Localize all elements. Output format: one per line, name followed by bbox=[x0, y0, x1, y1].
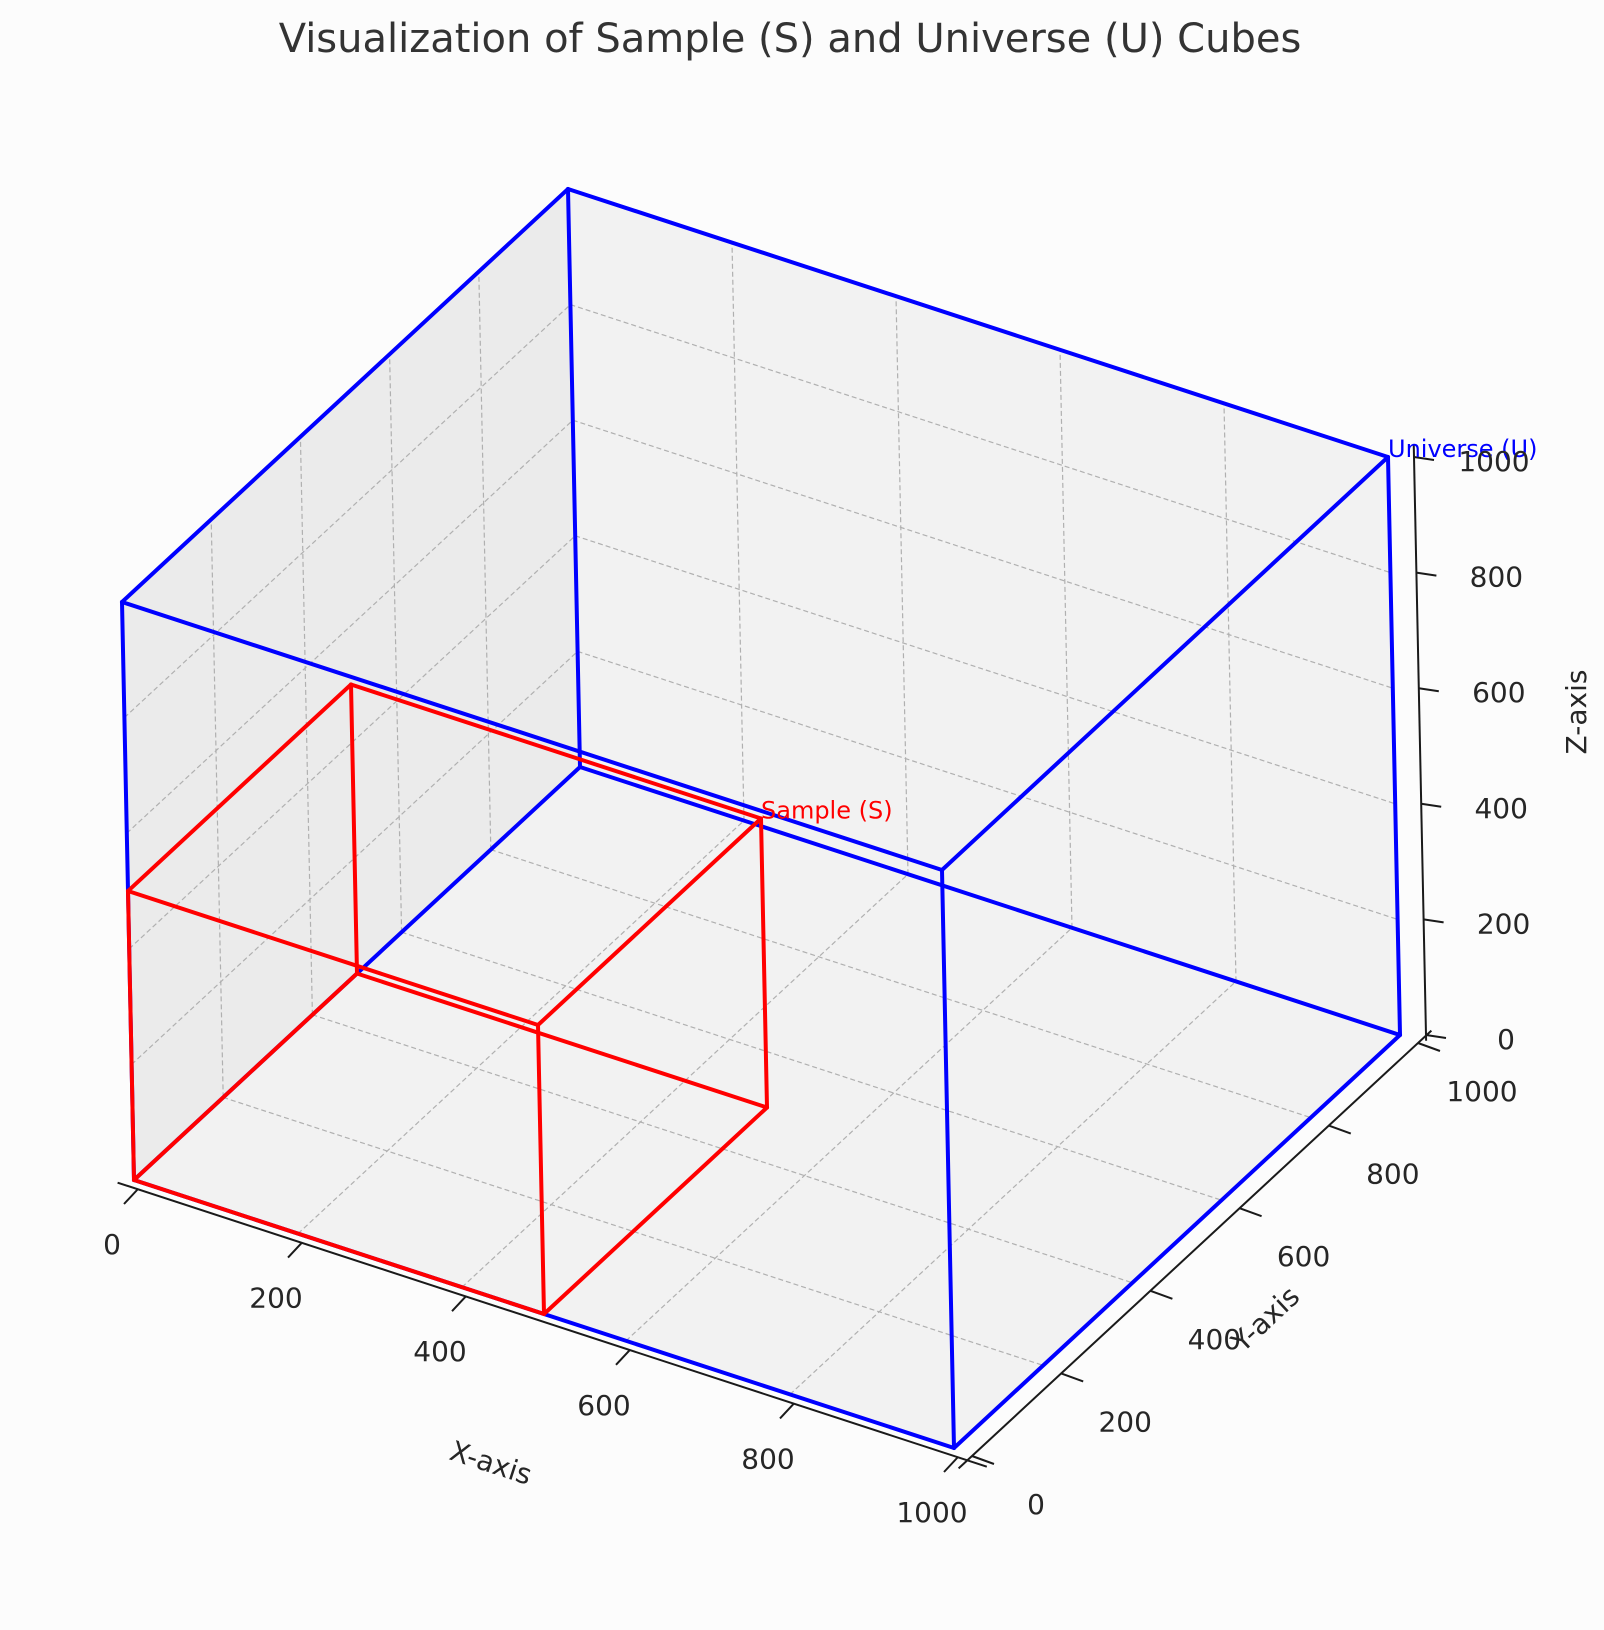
grid-line-z bbox=[128, 535, 576, 950]
universe-cube-edge bbox=[940, 455, 1390, 872]
sample-cube-edge bbox=[355, 971, 769, 1110]
z-tick-label: 600 bbox=[1472, 676, 1525, 709]
axis-lines bbox=[117, 445, 1447, 1473]
universe-cube-edge bbox=[1386, 455, 1402, 1037]
y-tick-label: 800 bbox=[1366, 1158, 1419, 1191]
sample-cube-edge bbox=[759, 816, 769, 1110]
y-axis-line bbox=[957, 1029, 1433, 1470]
x-axis-label: X-axis bbox=[446, 1434, 536, 1491]
x-tick-mark bbox=[451, 1295, 467, 1312]
x-tick-label: 600 bbox=[577, 1389, 630, 1422]
y-tick-mark bbox=[1328, 1124, 1352, 1135]
z-tick-mark bbox=[1425, 1034, 1447, 1039]
x-tick-label: 0 bbox=[103, 1228, 121, 1261]
universe-cube-edge bbox=[566, 187, 582, 769]
grid-line-x bbox=[731, 242, 745, 821]
sample-cube-edge bbox=[536, 816, 763, 1027]
x-axis-line bbox=[117, 1181, 988, 1468]
universe-cube-edge bbox=[120, 187, 570, 604]
universe-cube-edge bbox=[940, 868, 956, 1450]
x-tick-label: 800 bbox=[741, 1442, 794, 1475]
z-axis-line bbox=[1412, 445, 1428, 1041]
grid-line-z bbox=[123, 304, 571, 719]
cube-wireframes: Universe (U) Sample (S) bbox=[120, 187, 1537, 1450]
sample-cube-edge bbox=[126, 682, 353, 893]
x-tick-mark bbox=[943, 1456, 959, 1473]
grid-line-z bbox=[126, 419, 574, 834]
z-axis-label: Z-axis bbox=[1560, 670, 1593, 755]
sample-cube-edge bbox=[132, 1178, 546, 1316]
z-tick-mark bbox=[1421, 802, 1442, 808]
y-tick-mark bbox=[1239, 1207, 1262, 1218]
universe-cube-edge bbox=[952, 1033, 1402, 1450]
grid-line-x bbox=[789, 980, 1237, 1395]
x-tick-mark bbox=[779, 1402, 795, 1420]
x-tick-mark bbox=[123, 1188, 139, 1205]
y-tick-label: 1000 bbox=[1446, 1075, 1517, 1108]
sample-cube-edge bbox=[126, 889, 540, 1027]
z-tick-mark bbox=[1413, 456, 1435, 461]
y-tick-mark bbox=[971, 1455, 995, 1465]
universe-cube-edge bbox=[566, 187, 1390, 459]
y-tick-label: 0 bbox=[1027, 1488, 1045, 1521]
sample-cube-edge bbox=[349, 682, 763, 821]
y-tick-mark bbox=[1150, 1289, 1173, 1300]
universe-cube-edge bbox=[120, 600, 944, 872]
grid-line-y bbox=[478, 271, 492, 850]
universe-cube-edge bbox=[578, 765, 1402, 1037]
grid-line-x bbox=[625, 927, 1073, 1342]
grid-line-z bbox=[131, 650, 579, 1065]
x-tick-label: 400 bbox=[413, 1335, 466, 1368]
y-tick-label: 400 bbox=[1188, 1323, 1241, 1356]
sample-label: Sample (S) bbox=[761, 797, 893, 825]
z-tick-label: 400 bbox=[1474, 792, 1527, 825]
x-tick-label: 1000 bbox=[896, 1496, 967, 1529]
y-tick-label: 600 bbox=[1277, 1240, 1330, 1273]
sample-cube-edge bbox=[132, 971, 359, 1182]
z-tick-label: 1000 bbox=[1458, 445, 1529, 478]
y-tick-mark bbox=[1060, 1372, 1084, 1383]
x-tick-mark bbox=[615, 1349, 631, 1366]
grid-line-x bbox=[1059, 349, 1073, 928]
z-tick-label: 200 bbox=[1477, 907, 1530, 940]
x-tick-mark bbox=[287, 1241, 303, 1259]
z-tick-mark bbox=[1418, 687, 1439, 693]
grid-line-y bbox=[389, 354, 403, 933]
z-tick-label: 800 bbox=[1470, 561, 1523, 594]
z-tick-label: 0 bbox=[1497, 1023, 1515, 1056]
chart-title: Visualization of Sample (S) and Universe… bbox=[279, 16, 1302, 62]
y-axis-label: Y-axis bbox=[1224, 1280, 1306, 1359]
z-tick-mark bbox=[1416, 571, 1437, 577]
sample-cube-edge bbox=[126, 889, 136, 1182]
grid-line-x bbox=[1223, 403, 1237, 982]
grid-line-x bbox=[297, 820, 745, 1235]
z-tick-mark bbox=[1423, 918, 1444, 924]
grid-line-x bbox=[895, 296, 909, 875]
sample-cube-edge bbox=[542, 1105, 769, 1316]
universe-label: Universe (U) bbox=[1388, 435, 1537, 463]
sample-cube-edge bbox=[349, 682, 359, 976]
y-tick-mark bbox=[1417, 1042, 1441, 1052]
y-tick-label: 200 bbox=[1098, 1405, 1151, 1438]
grid-line-x bbox=[461, 873, 909, 1288]
sample-cube-edge bbox=[536, 1023, 546, 1316]
x-tick-label: 200 bbox=[249, 1282, 302, 1315]
